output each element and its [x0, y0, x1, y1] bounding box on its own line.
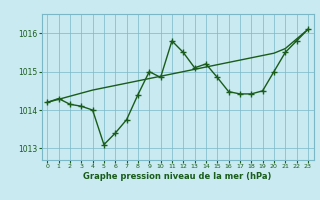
X-axis label: Graphe pression niveau de la mer (hPa): Graphe pression niveau de la mer (hPa): [84, 172, 272, 181]
